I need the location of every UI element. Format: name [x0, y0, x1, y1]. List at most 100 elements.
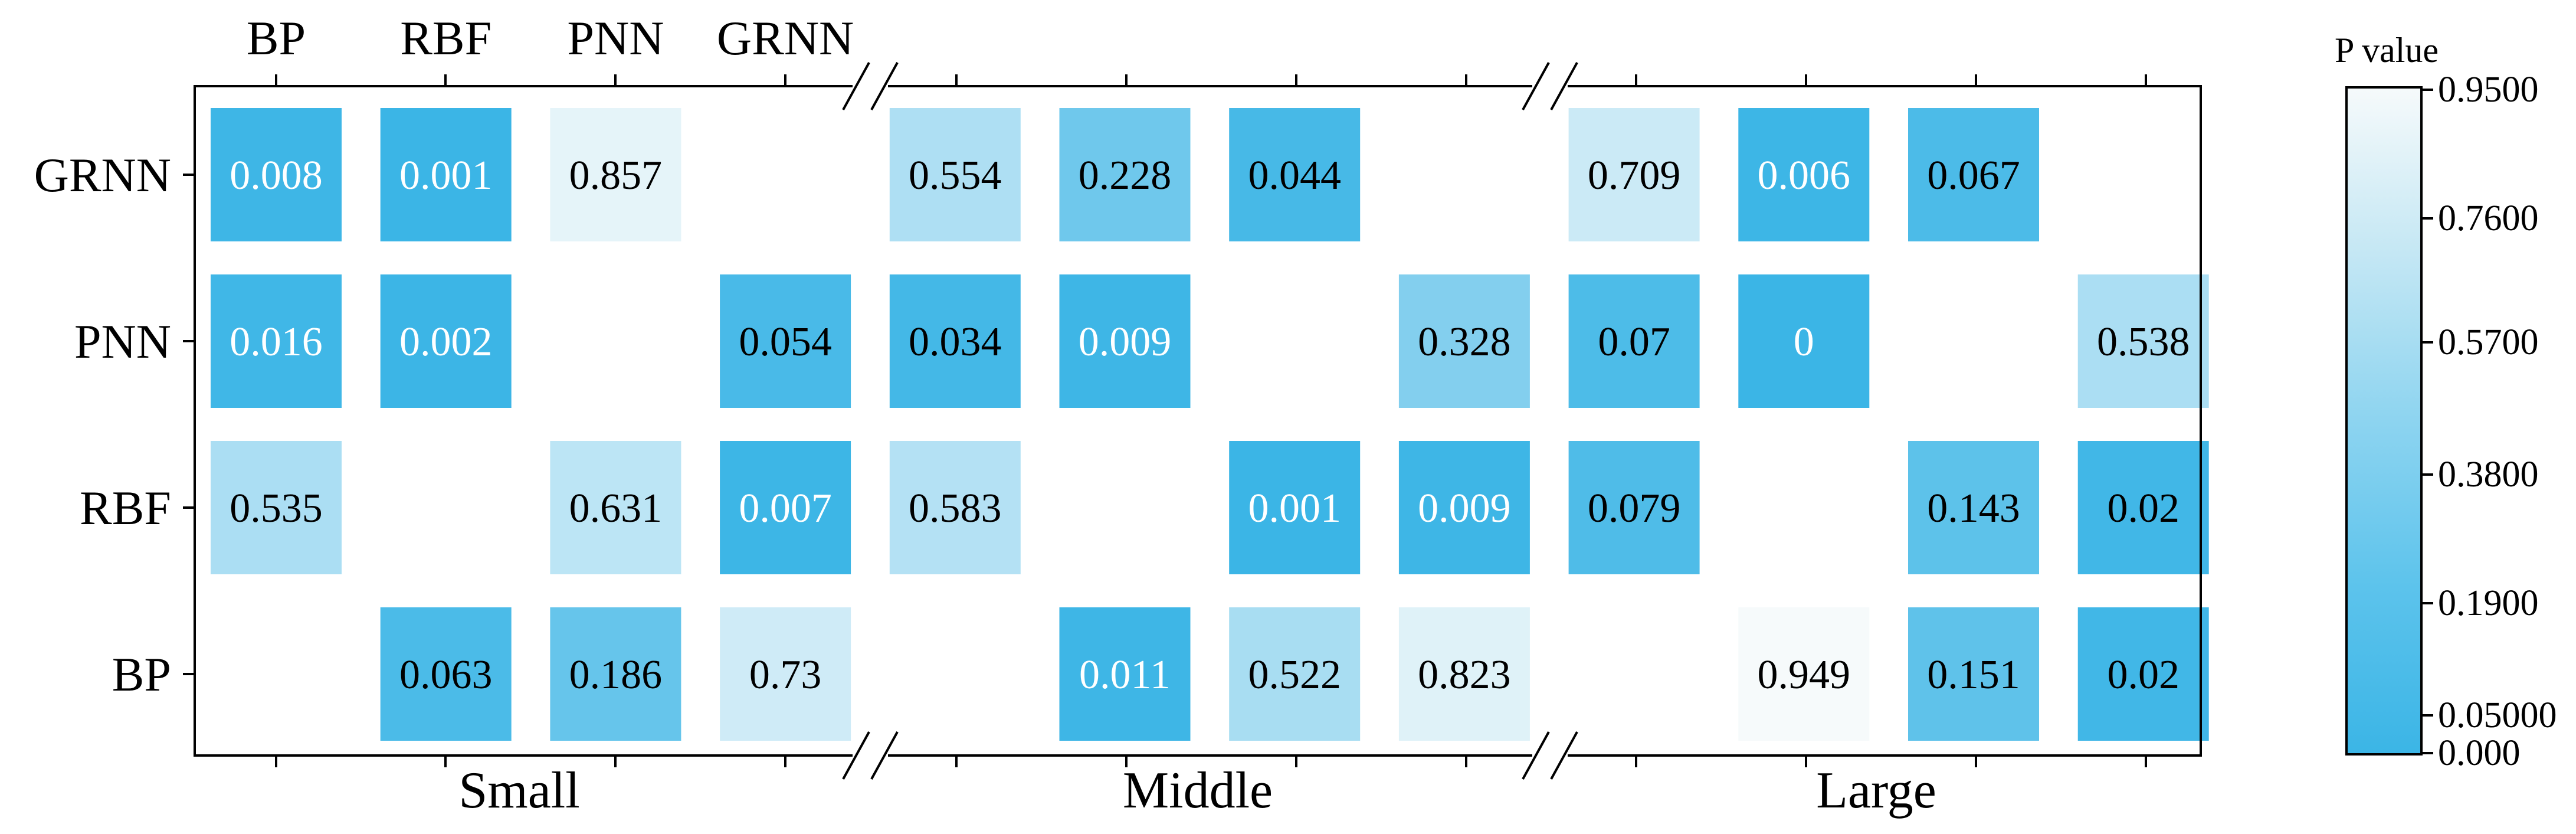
cell-value-label: 0.034	[909, 319, 1002, 365]
cell-value-label: 0.001	[1248, 486, 1341, 531]
heatmap-cell	[720, 607, 851, 741]
group-label: Middle	[1123, 762, 1273, 819]
cell-value-label: 0.016	[230, 319, 323, 365]
cell-value-label: 0.631	[569, 486, 663, 531]
column-label: PNN	[567, 11, 664, 65]
cell-value-label: 0.328	[1418, 319, 1511, 365]
cell-value-label: 0.857	[569, 153, 663, 198]
heatmap-cell	[380, 607, 512, 741]
heatmap-cell	[2077, 274, 2209, 408]
heatmap-cell	[380, 108, 512, 241]
axis-break-gap	[853, 78, 888, 94]
axis-break-slash	[1522, 62, 1550, 110]
cell-value-label: 0.73	[749, 652, 822, 698]
cell-value-label: 0.538	[2097, 319, 2190, 365]
cell-value-label: 0.949	[1758, 652, 1851, 698]
cell-value-label: 0	[1794, 319, 1814, 365]
cell-value-label: 0.228	[1079, 153, 1172, 198]
axis-break-slash	[842, 731, 870, 780]
heatmap-cell	[1059, 108, 1191, 241]
cell-value-label: 0.522	[1248, 652, 1341, 698]
axis-break-slash	[842, 62, 870, 110]
axis-breaks	[842, 62, 1578, 780]
cell-value-label: 0.151	[1927, 652, 2020, 698]
cell-value-label: 0.143	[1927, 486, 2020, 531]
group-label: Small	[458, 762, 579, 819]
heatmap-cell	[889, 441, 1021, 574]
heatmap-cell	[1398, 441, 1530, 574]
heatmap-cell	[1908, 441, 2039, 574]
colorbar-tick-label: 0.05000	[2438, 695, 2557, 735]
heatmap-cell	[1738, 108, 1870, 241]
heatmap-cell	[889, 108, 1021, 241]
heatmap-cell	[1908, 607, 2039, 741]
heatmap-cell	[380, 274, 512, 408]
cell-value-label: 0.067	[1927, 153, 2020, 198]
cell-value-label: 0.02	[2107, 652, 2180, 698]
heatmap-cell	[1398, 274, 1530, 408]
cell-value-label: 0.009	[1079, 319, 1172, 365]
cell-value-label: 0.554	[909, 153, 1002, 198]
axis-break-slash	[1522, 731, 1550, 780]
cell-value-label: 0.823	[1418, 652, 1511, 698]
colorbar-title: P value	[2335, 31, 2439, 70]
heatmap-cell	[1568, 274, 1700, 408]
heatmap-cell	[1398, 607, 1530, 741]
row-label: PNN	[74, 315, 171, 368]
colorbar-tick-label: 0.5700	[2438, 322, 2539, 362]
axis-break-gap	[853, 747, 888, 764]
cells-layer: 0.008 0.001 0.857 0.554 0.228 0.044 0.709 0.006…	[211, 108, 2209, 741]
heatmap-cell	[720, 274, 851, 408]
cell-value-label: 0.709	[1588, 153, 1681, 198]
colorbar-tick-label: 0.3800	[2438, 454, 2539, 495]
cell-value-label: 0.009	[1418, 486, 1511, 531]
column-label: BP	[247, 11, 306, 65]
heatmap-cell	[1738, 274, 1870, 408]
axis-break-gap	[1532, 747, 1568, 764]
heatmap-cell	[550, 607, 681, 741]
axis-break-slash	[870, 731, 899, 780]
cell-value-label: 0.535	[230, 486, 323, 531]
axis-break-gap	[1532, 78, 1568, 94]
heatmap-cell	[2077, 607, 2209, 741]
cell-value-label: 0.007	[739, 486, 832, 531]
heatmap-cell	[1568, 108, 1700, 241]
colorbar: P value 0.9500 0.7600 0.5700 0.3800 0.1900 0.…	[2335, 31, 2557, 773]
heatmap-cell	[1059, 607, 1191, 741]
heatmap-cell	[2077, 441, 2209, 574]
column-label: RBF	[400, 11, 491, 65]
labels-layer: BP RBF PNN GRNN GRNN PNN RBF BP Small Middle Large	[34, 11, 1936, 819]
cell-value-label: 0.186	[569, 652, 663, 698]
heatmap-cell	[720, 441, 851, 574]
cell-value-label: 0.011	[1079, 652, 1171, 698]
heatmap-cell	[1059, 274, 1191, 408]
colorbar-tick-label: 0.9500	[2438, 70, 2539, 110]
column-label: GRNN	[717, 11, 854, 65]
cell-value-label: 0.583	[909, 486, 1002, 531]
heatmap-cell	[889, 274, 1021, 408]
heatmap-cell	[1738, 607, 1870, 741]
axis-break-slash	[1550, 731, 1578, 780]
cell-value-label: 0.001	[399, 153, 493, 198]
cell-value-label: 0.044	[1248, 153, 1341, 198]
heatmap-cell	[1229, 108, 1361, 241]
ticks-layer	[183, 74, 2147, 767]
heatmap-cell	[1229, 441, 1361, 574]
cell-value-label: 0.079	[1588, 486, 1681, 531]
cell-value-label: 0.008	[230, 153, 323, 198]
heatmap-cell	[550, 441, 681, 574]
cell-value-label: 0.054	[739, 319, 832, 365]
colorbar-gradient	[2345, 86, 2423, 755]
cell-value-label: 0.002	[399, 319, 493, 365]
colorbar-tick-label: 0.7600	[2438, 198, 2539, 238]
axis-break-slash	[1550, 62, 1578, 110]
heatmap-cell	[211, 274, 342, 408]
cell-value-label: 0.006	[1758, 153, 1851, 198]
plot-frame	[194, 85, 2202, 757]
heatmap-cell	[211, 441, 342, 574]
colorbar-ticks: 0.9500 0.7600 0.5700 0.3800 0.1900 0.050000.0…	[2421, 70, 2557, 773]
row-label: BP	[112, 647, 171, 701]
row-label: RBF	[80, 481, 171, 535]
colorbar-tick-label: 0.1900	[2438, 583, 2539, 623]
